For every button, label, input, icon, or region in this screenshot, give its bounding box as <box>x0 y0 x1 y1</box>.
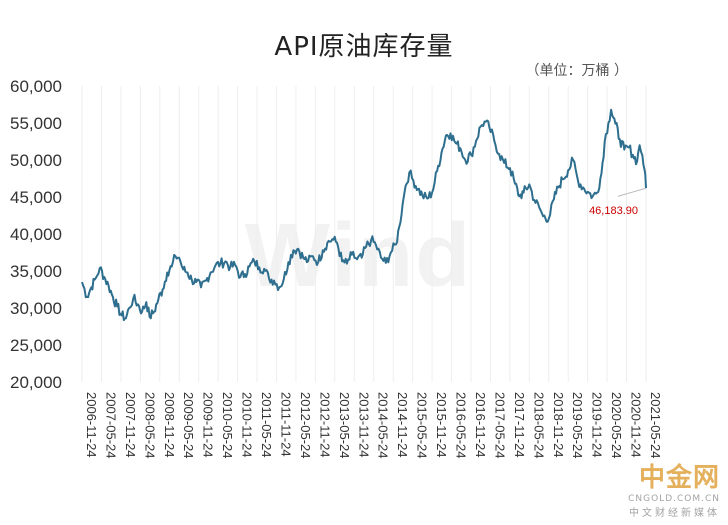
x-tick-label: 2010-05-24 <box>220 392 235 459</box>
x-tick-label: 2009-11-24 <box>201 392 216 458</box>
annotation-leader <box>617 187 647 197</box>
y-tick-label: 50,000 <box>10 151 62 170</box>
x-tick-label: 2016-11-24 <box>473 392 488 458</box>
x-tick-label: 2011-11-24 <box>278 392 293 457</box>
y-tick-label: 40,000 <box>10 225 62 244</box>
chart-title: API原油库存量 <box>274 32 454 62</box>
y-tick-label: 20,000 <box>10 373 62 392</box>
cngold-logo-text: 中金网 <box>638 463 720 493</box>
x-tick-label: 2018-11-24 <box>551 392 566 458</box>
x-tick-label: 2017-11-24 <box>512 392 527 458</box>
x-tick-label: 2007-11-24 <box>123 392 138 458</box>
x-tick-label: 2020-11-24 <box>629 392 644 458</box>
x-tick-label: 2013-05-24 <box>337 392 352 459</box>
x-tick-label: 2015-05-24 <box>415 392 430 459</box>
x-tick-label: 2014-11-24 <box>395 392 410 458</box>
x-tick-label: 2006-11-24 <box>84 392 99 458</box>
x-tick-label: 2008-05-24 <box>142 392 157 459</box>
y-tick-label: 30,000 <box>10 299 62 318</box>
x-tick-label: 2007-05-24 <box>103 392 118 459</box>
y-tick-label: 35,000 <box>10 262 62 281</box>
x-tick-label: 2009-05-24 <box>181 392 196 459</box>
x-tick-label: 2019-11-24 <box>590 392 605 458</box>
x-tick-label: 2021-05-24 <box>648 392 663 459</box>
x-tick-label: 2019-05-24 <box>570 392 585 459</box>
y-tick-label: 60,000 <box>10 77 62 96</box>
cngold-tagline: 中文财经新媒体 <box>629 508 720 519</box>
cngold-site: CNGOLD.COM.CN <box>628 494 720 504</box>
x-tick-label: 2010-11-24 <box>240 392 255 458</box>
x-tick-label: 2020-05-24 <box>609 392 624 459</box>
y-tick-label: 25,000 <box>10 336 62 355</box>
wind-watermark: Wind <box>245 206 473 306</box>
unit-label: （单位：万桶 ） <box>525 63 628 79</box>
x-tick-label: 2013-11-24 <box>356 392 371 458</box>
cngold-watermark: 中金网 CNGOLD.COM.CN 中文财经新媒体 <box>628 457 720 519</box>
x-tick-label: 2014-05-24 <box>376 392 391 459</box>
x-tick-label: 2012-11-24 <box>317 392 332 458</box>
x-tick-label: 2016-05-24 <box>454 392 469 458</box>
x-tick-label: 2018-05-24 <box>531 392 546 459</box>
x-tick-label: 2015-11-24 <box>434 392 449 458</box>
y-tick-label: 55,000 <box>10 114 62 133</box>
x-tick-label: 2011-05-24 <box>259 392 274 458</box>
x-tick-label: 2008-11-24 <box>162 392 177 458</box>
x-tick-label: 2017-05-24 <box>492 392 507 459</box>
y-tick-label: 45,000 <box>10 188 62 207</box>
x-tick-label: 2012-05-24 <box>298 392 313 459</box>
series-line <box>81 108 647 322</box>
last-value-label: 46,183.90 <box>589 205 638 217</box>
